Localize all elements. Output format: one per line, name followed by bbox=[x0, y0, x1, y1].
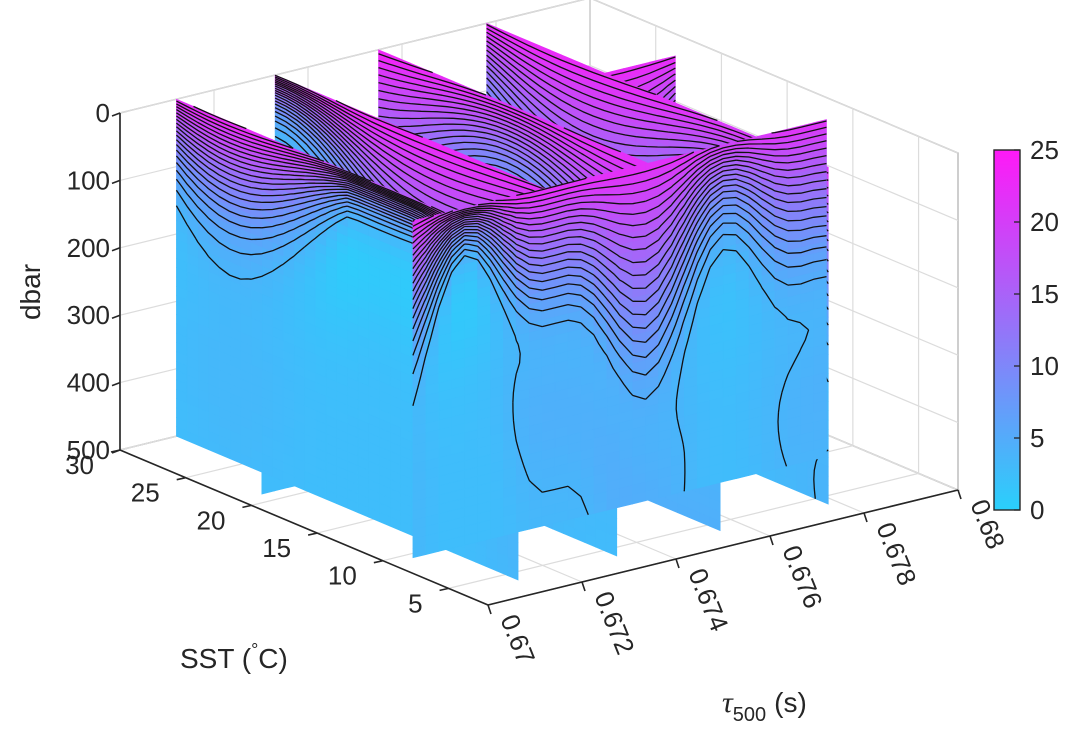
grid-line bbox=[448, 472, 919, 589]
slices bbox=[175, 22, 829, 581]
grid-line bbox=[593, 0, 959, 154]
grid-line bbox=[119, 0, 585, 114]
